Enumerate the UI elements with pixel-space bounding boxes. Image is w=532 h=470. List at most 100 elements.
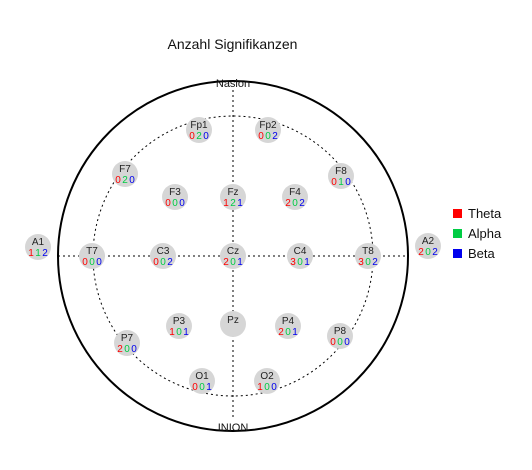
electrode-label-c4: C4 xyxy=(294,246,307,257)
electrode-count-t7-beta: 0 xyxy=(96,257,102,268)
electrode-o2 xyxy=(254,368,280,394)
electrode-o1 xyxy=(189,368,215,394)
electrode-count-fz-theta: 1 xyxy=(223,198,229,209)
electrode-count-f3-beta: 0 xyxy=(179,198,185,209)
electrode-t7 xyxy=(79,243,105,269)
electrode-fz xyxy=(220,184,246,210)
electrode-count-p3-theta: 1 xyxy=(169,327,175,338)
electrode-count-f8-beta: 0 xyxy=(345,177,351,188)
electrode-count-c3-theta: 0 xyxy=(153,257,159,268)
electrode-p8 xyxy=(327,323,353,349)
electrode-label-p4: P4 xyxy=(282,316,295,327)
inion-label: INION xyxy=(218,422,249,434)
electrode-label-cz: Cz xyxy=(227,246,239,257)
electrode-count-fp2-alpha: 0 xyxy=(265,131,271,142)
electrode-count-cz-alpha: 0 xyxy=(230,257,236,268)
electrode-count-p4-theta: 2 xyxy=(278,327,284,338)
electrode-count-p7-theta: 2 xyxy=(117,344,123,355)
legend-item-beta: Beta xyxy=(453,245,495,261)
electrode-f7 xyxy=(112,161,138,187)
nasion-label: Nasion xyxy=(216,78,250,90)
electrode-count-t8-theta: 3 xyxy=(358,257,364,268)
electrode-count-f3-theta: 0 xyxy=(165,198,171,209)
electrode-f4 xyxy=(282,184,308,210)
electrode-count-t7-alpha: 0 xyxy=(89,257,95,268)
electrode-label-a2: A2 xyxy=(422,236,435,247)
electrode-count-p7-alpha: 0 xyxy=(124,344,130,355)
electrode-count-fp1-theta: 0 xyxy=(189,131,195,142)
electrode-p3 xyxy=(166,313,192,339)
electrode-count-p8-theta: 0 xyxy=(330,337,336,348)
electrode-count-a2-alpha: 0 xyxy=(425,247,431,258)
electrode-cz xyxy=(220,243,246,269)
electrode-count-a1-beta: 2 xyxy=(42,248,48,259)
electrode-count-f4-beta: 2 xyxy=(299,198,305,209)
electrode-count-o1-beta: 1 xyxy=(206,382,212,393)
electrode-count-fp1-alpha: 2 xyxy=(196,131,202,142)
electrode-count-f7-theta: 0 xyxy=(115,175,121,186)
alpha-swatch xyxy=(453,228,462,238)
electrode-label-pz: Pz xyxy=(227,315,239,326)
electrode-count-o2-alpha: 0 xyxy=(264,382,270,393)
electrode-label-f7: F7 xyxy=(119,164,131,175)
electrode-count-fp2-theta: 0 xyxy=(258,131,264,142)
electrode-c3 xyxy=(150,243,176,269)
electrode-pz xyxy=(220,311,246,337)
legend-label-beta: Beta xyxy=(468,245,495,261)
electrode-label-a1: A1 xyxy=(32,237,45,248)
legend-item-theta: Theta xyxy=(453,205,501,221)
electrode-count-f4-alpha: 0 xyxy=(292,198,298,209)
electrode-count-cz-theta: 2 xyxy=(223,257,229,268)
electrode-f3 xyxy=(162,184,188,210)
electrode-count-fp2-beta: 2 xyxy=(272,131,278,142)
electrode-count-p4-beta: 1 xyxy=(292,327,298,338)
electrode-count-a2-theta: 2 xyxy=(418,247,424,258)
electrode-count-p7-beta: 0 xyxy=(131,344,137,355)
electrode-count-a2-beta: 2 xyxy=(432,247,438,258)
electrode-label-fz: Fz xyxy=(227,187,238,198)
electrode-count-f7-beta: 0 xyxy=(129,175,135,186)
electrode-count-fp1-beta: 0 xyxy=(203,131,209,142)
electrode-f8 xyxy=(328,163,354,189)
electrode-label-p8: P8 xyxy=(334,326,347,337)
electrode-label-f3: F3 xyxy=(169,187,181,198)
electrode-label-p3: P3 xyxy=(173,316,186,327)
electrode-label-o1: O1 xyxy=(195,371,209,382)
electrode-count-cz-beta: 1 xyxy=(237,257,243,268)
electrode-p4 xyxy=(275,313,301,339)
electrode-label-f4: F4 xyxy=(289,187,301,198)
electrode-count-fz-alpha: 2 xyxy=(230,198,236,209)
electrode-count-o2-theta: 1 xyxy=(257,382,263,393)
electrode-fp1 xyxy=(186,117,212,143)
legend-label-alpha: Alpha xyxy=(468,225,502,241)
electrode-a1 xyxy=(25,234,51,260)
electrode-count-f3-alpha: 0 xyxy=(172,198,178,209)
electrode-count-a1-theta: 1 xyxy=(28,248,34,259)
electrode-count-o2-beta: 0 xyxy=(271,382,277,393)
electrode-count-p8-alpha: 0 xyxy=(337,337,343,348)
electrode-count-fz-beta: 1 xyxy=(237,198,243,209)
electrode-label-fp2: Fp2 xyxy=(259,120,277,131)
electrode-label-o2: O2 xyxy=(260,371,274,382)
legend-label-theta: Theta xyxy=(468,205,502,221)
electrode-count-c4-beta: 1 xyxy=(304,257,310,268)
theta-swatch xyxy=(453,208,462,218)
electrode-count-p4-alpha: 0 xyxy=(285,327,291,338)
electrode-count-f7-alpha: 2 xyxy=(122,175,128,186)
electrode-count-f4-theta: 2 xyxy=(285,198,291,209)
electrode-c4 xyxy=(287,243,313,269)
beta-swatch xyxy=(453,248,462,258)
electrode-label-fp1: Fp1 xyxy=(190,120,208,131)
electrode-count-t8-beta: 2 xyxy=(372,257,378,268)
electrode-count-o1-theta: 0 xyxy=(192,382,198,393)
electrode-label-f8: F8 xyxy=(335,166,347,177)
legend-item-alpha: Alpha xyxy=(453,225,501,241)
electrode-count-t7-theta: 0 xyxy=(82,257,88,268)
electrode-label-t7: T7 xyxy=(86,246,98,257)
electrode-label-t8: T8 xyxy=(362,246,374,257)
electrode-count-f8-theta: 0 xyxy=(331,177,337,188)
electrode-count-c4-alpha: 0 xyxy=(297,257,303,268)
electrode-label-c3: C3 xyxy=(157,246,170,257)
